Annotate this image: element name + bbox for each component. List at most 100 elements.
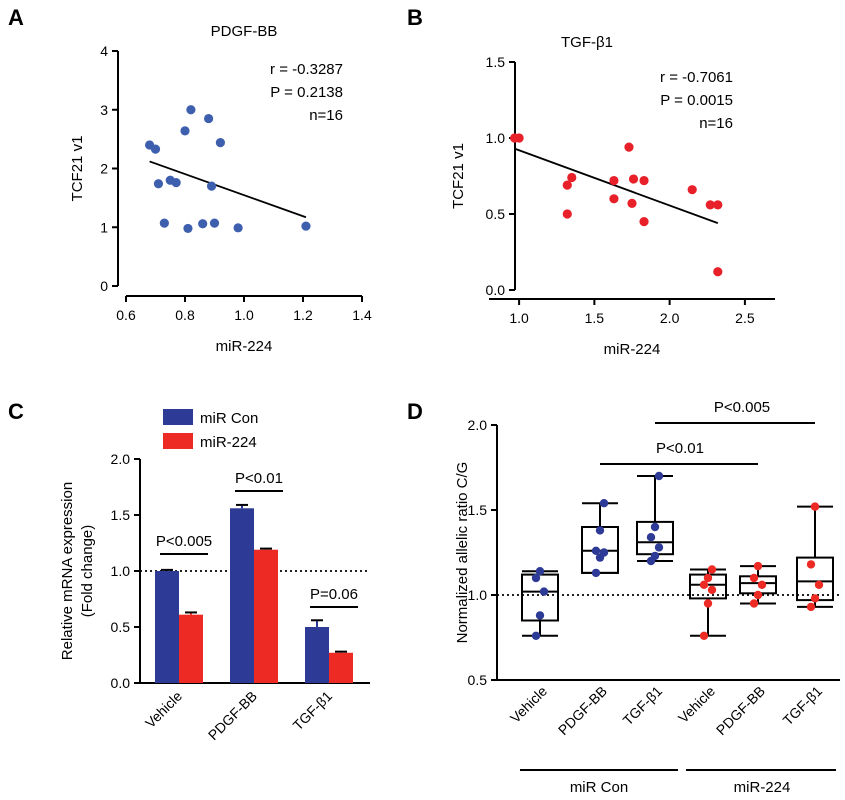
panel-c-legend-swatch [163, 433, 193, 449]
panel-a-point [206, 181, 217, 191]
panel-d-significance-label: P<0.005 [714, 399, 770, 416]
panel-d-point [699, 631, 709, 640]
panel-a-x-tick-label: 1.0 [234, 307, 254, 323]
panel-a-point [150, 144, 161, 154]
panel-d-point [650, 522, 660, 532]
panel-a-point [233, 223, 243, 233]
panel-b-x-tick-label: 1.5 [585, 310, 605, 326]
panel-d-category-label: PDGF-BB [713, 683, 768, 738]
panel-d-point [753, 561, 763, 571]
panel-a-point [153, 179, 164, 189]
panel-d-point [810, 594, 820, 603]
panel-b-stat: r = -0.7061 [660, 69, 733, 86]
panel-d-point [591, 568, 601, 578]
panel-d-point [707, 565, 717, 574]
panel-a-trend-line [149, 160, 307, 219]
panel-b-point [639, 175, 649, 186]
panel-b-point [705, 200, 715, 210]
panel-b-point [562, 209, 572, 219]
panel-d-point [531, 573, 541, 583]
panel-c-category-label: PDGF-BB [205, 688, 260, 743]
panel-c-bar [179, 614, 203, 683]
panel-c-significance-label: P=0.06 [310, 586, 358, 603]
panel-b-point [514, 133, 524, 143]
panel-b-y-tick-label: 0.0 [486, 282, 506, 298]
panel-c-legend-label: miR-224 [200, 434, 257, 451]
panel-a-point [209, 218, 220, 228]
panel-c-letter: C [8, 399, 24, 424]
panel-d-point [646, 533, 656, 542]
panel-c-y-tick-label: 1.5 [111, 507, 131, 523]
panel-d-point [707, 585, 717, 595]
panel-d-point [703, 573, 713, 583]
panel-d-y-tick-label: 0.5 [468, 672, 488, 688]
panel-d-category-label: PDGF-BB [555, 683, 610, 738]
panel-c-y-tick-label: 2.0 [111, 451, 131, 467]
panel-c-legend-swatch [163, 409, 193, 425]
panel-c-bar [155, 571, 179, 683]
panel-a-x-tick-label: 1.4 [352, 307, 372, 323]
panel-d-y-axis-label: Normalized allelic ratio C/G [454, 462, 471, 644]
panel-c-category-label: Vehicle [142, 688, 185, 731]
panel-d-point [654, 471, 664, 481]
panel-a-point [159, 218, 169, 228]
panel-d-point [654, 543, 664, 552]
panel-a-stat: n=16 [309, 107, 343, 124]
panel-c-bar [305, 627, 329, 683]
panel-d-point [539, 587, 549, 596]
panel-a-point [204, 113, 214, 124]
panel-b-point [713, 200, 723, 210]
panel-b-point [639, 217, 649, 227]
panel-a-y-tick-label: 0 [100, 278, 108, 294]
panel-a-stat: P = 0.2138 [270, 84, 343, 101]
panel-a-point [180, 126, 190, 136]
panel-d-point [535, 567, 545, 576]
panel-d-point [599, 499, 609, 508]
panel-b-x-tick-label: 2.0 [660, 310, 680, 326]
panel-b-title: TGF-β1 [561, 34, 613, 51]
panel-d-point [806, 602, 816, 612]
panel-c-legend-label: miR Con [200, 410, 258, 427]
panel-a-y-tick-label: 4 [100, 43, 108, 59]
panel-d-group-label: miR-224 [734, 779, 791, 796]
panel-b-stat: P = 0.0015 [660, 92, 733, 109]
panel-a-y-tick-label: 1 [100, 219, 108, 235]
panel-d-point [749, 573, 759, 583]
panel-c-y-axis-label: Relative mRNA expression [59, 482, 76, 660]
panel-a-point [171, 178, 181, 188]
panel-b-point [713, 267, 723, 277]
panel-b-point [624, 142, 634, 152]
panel-d-point [753, 590, 763, 600]
panel-a-y-axis-label: TCF21 v1 [69, 136, 86, 202]
panel-b-y-tick-label: 1.0 [486, 130, 506, 146]
panel-b-x-axis-label: miR-224 [604, 341, 661, 358]
panel-a-x-tick-label: 0.6 [116, 307, 136, 323]
panel-a-y-tick-label: 3 [100, 102, 108, 118]
panel-a-point [198, 219, 208, 229]
panel-a-x-axis-label: miR-224 [216, 338, 273, 355]
panel-b-point [609, 194, 619, 204]
panel-d-point [749, 599, 759, 608]
panel-d-category-label: TGF-β1 [780, 683, 826, 729]
panel-a-x-tick-label: 1.2 [293, 307, 313, 323]
panel-b-y-axis-label: TCF21 v1 [450, 143, 467, 209]
panel-d-point [599, 548, 609, 557]
panel-d-point [814, 580, 824, 589]
panel-a-point [301, 221, 311, 231]
panel-d-point [703, 599, 713, 608]
panel-d-point [757, 580, 767, 589]
panel-c-y-tick-label: 1.0 [111, 563, 131, 579]
panel-b-y-tick-label: 1.5 [486, 54, 506, 70]
panel-d-category-label: Vehicle [675, 683, 718, 726]
panel-d-point [699, 580, 709, 589]
panel-b-trend-line [514, 147, 719, 224]
panel-d-letter: D [407, 399, 423, 424]
panel-c-significance-label: P<0.005 [156, 533, 212, 550]
panel-b-stat: n=16 [699, 115, 733, 132]
panel-d-group-label: miR Con [570, 779, 628, 796]
panel-d-y-tick-label: 1.5 [468, 502, 488, 518]
panel-c-y-tick-label: 0.0 [111, 675, 131, 691]
panel-b-point [609, 175, 619, 186]
panel-c-bar [329, 652, 353, 683]
